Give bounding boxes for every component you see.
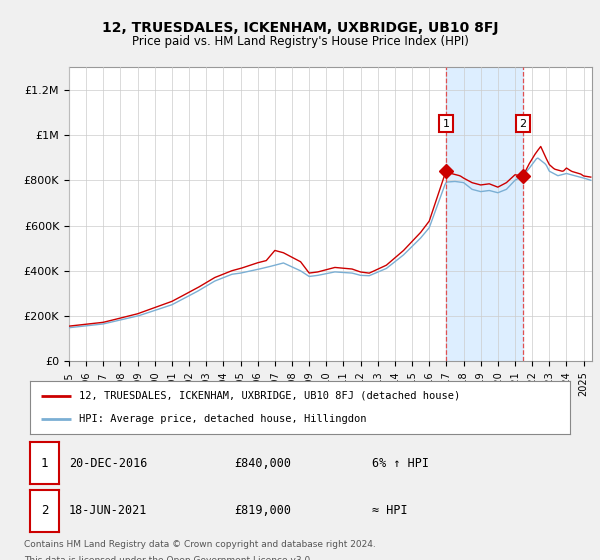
Text: 1: 1	[442, 119, 449, 129]
Bar	[446, 67, 523, 361]
Text: ≈ HPI: ≈ HPI	[372, 505, 407, 517]
Text: This data is licensed under the Open Government Licence v3.0.: This data is licensed under the Open Gov…	[24, 556, 313, 560]
Text: 20-DEC-2016: 20-DEC-2016	[69, 457, 148, 470]
Text: Price paid vs. HM Land Registry's House Price Index (HPI): Price paid vs. HM Land Registry's House …	[131, 35, 469, 48]
Text: 2: 2	[41, 505, 48, 517]
Text: 1: 1	[41, 457, 48, 470]
Text: 12, TRUESDALES, ICKENHAM, UXBRIDGE, UB10 8FJ (detached house): 12, TRUESDALES, ICKENHAM, UXBRIDGE, UB10…	[79, 391, 460, 401]
Text: £840,000: £840,000	[234, 457, 291, 470]
Text: 2: 2	[520, 119, 526, 129]
Text: HPI: Average price, detached house, Hillingdon: HPI: Average price, detached house, Hill…	[79, 414, 366, 424]
Text: £819,000: £819,000	[234, 505, 291, 517]
Text: 18-JUN-2021: 18-JUN-2021	[69, 505, 148, 517]
Text: 6% ↑ HPI: 6% ↑ HPI	[372, 457, 429, 470]
Text: Contains HM Land Registry data © Crown copyright and database right 2024.: Contains HM Land Registry data © Crown c…	[24, 540, 376, 549]
Text: 12, TRUESDALES, ICKENHAM, UXBRIDGE, UB10 8FJ: 12, TRUESDALES, ICKENHAM, UXBRIDGE, UB10…	[102, 21, 498, 35]
